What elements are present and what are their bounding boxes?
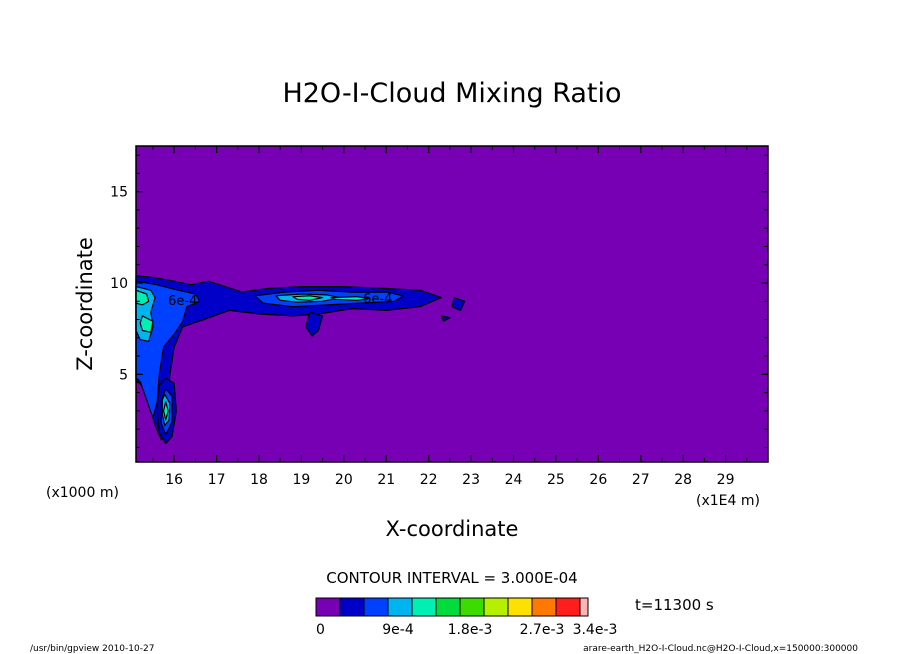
x-tick-label: 16	[165, 472, 183, 488]
colorbar-box	[387, 597, 413, 617]
colorbar-box	[507, 597, 533, 617]
contour-line-label: 6e-4	[168, 294, 197, 309]
colorbar-label: 9e-4	[382, 622, 414, 638]
y-tick-label: 10	[110, 276, 128, 292]
colorbar-box	[363, 597, 389, 617]
x-axis-ticks: 16 17 18 19 20 21 22 23 24 25 26 27 28 29	[152, 146, 748, 488]
x-tick-label: 26	[589, 472, 607, 488]
y-axis-label: Z-coordinate	[73, 237, 97, 371]
footer-left: /usr/bin/gpview 2010-10-27	[30, 644, 154, 654]
x-unit-label: (x1E4 m)	[696, 493, 760, 509]
x-tick-label: 19	[293, 472, 311, 488]
x-tick-label: 20	[335, 472, 353, 488]
colorbar-box	[531, 597, 557, 617]
x-tick-label: 22	[420, 472, 438, 488]
colorbar-box	[579, 597, 589, 617]
x-tick-label: 24	[505, 472, 523, 488]
time-label: t=11300 s	[635, 596, 714, 614]
x-tick-label: 18	[250, 472, 268, 488]
contour-region-level-4	[330, 296, 370, 301]
x-tick-label: 29	[717, 472, 735, 488]
x-tick-label: 21	[377, 472, 395, 488]
contour-region-level-4	[139, 315, 154, 333]
y-unit-label: (x1000 m)	[46, 485, 119, 501]
contour-region-level-4	[163, 401, 169, 421]
contour-labels: 6e-4 6e-4	[168, 292, 392, 309]
y-tick-label: 5	[119, 367, 128, 383]
colorbar-box	[483, 597, 509, 617]
contour-region-level-2	[135, 280, 201, 419]
colorbar-box	[435, 597, 461, 617]
colorbar-box	[339, 597, 365, 617]
colorbar-box	[315, 597, 341, 617]
colorbar-label: 2.7e-3	[520, 622, 565, 638]
contour-region-level-4	[292, 295, 324, 301]
colorbar-label: 3.4e-3	[573, 622, 618, 638]
contour-region-level-1	[305, 311, 324, 337]
colorbar-boxes	[315, 597, 589, 617]
y-axis-ticks: 5 10 15	[110, 154, 768, 448]
colorbar-box	[555, 597, 581, 617]
x-tick-label: 23	[462, 472, 480, 488]
plot-area: 6e-4 6e-4	[135, 145, 769, 463]
contour-region-level-1	[451, 297, 466, 311]
colorbar-box	[411, 597, 437, 617]
contour-fills	[135, 275, 466, 445]
contour-interval: CONTOUR INTERVAL = 3.000E-04	[326, 569, 577, 587]
y-tick-label: 15	[110, 185, 128, 201]
x-axis-label: X-coordinate	[386, 517, 519, 541]
colorbar-box	[459, 597, 485, 617]
x-tick-label: 28	[674, 472, 692, 488]
colorbar-labels: 0 9e-4 1.8e-3 2.7e-3 3.4e-3	[316, 622, 617, 638]
x-tick-label: 25	[547, 472, 565, 488]
chart-title: H2O-I-Cloud Mixing Ratio	[282, 78, 621, 109]
contour-region-level-1	[440, 315, 451, 322]
plot-frame	[135, 145, 769, 463]
colorbar-label: 0	[316, 622, 325, 638]
x-tick-label: 27	[632, 472, 650, 488]
contour-line-label: 6e-4	[363, 292, 392, 307]
colorbar: 0 9e-4 1.8e-3 2.7e-3 3.4e-3	[315, 597, 617, 638]
footer-right: arare-earth_H2O-I-Cloud.nc@H2O-I-Cloud,x…	[583, 644, 858, 654]
colorbar-label: 1.8e-3	[448, 622, 493, 638]
x-tick-label: 17	[208, 472, 226, 488]
